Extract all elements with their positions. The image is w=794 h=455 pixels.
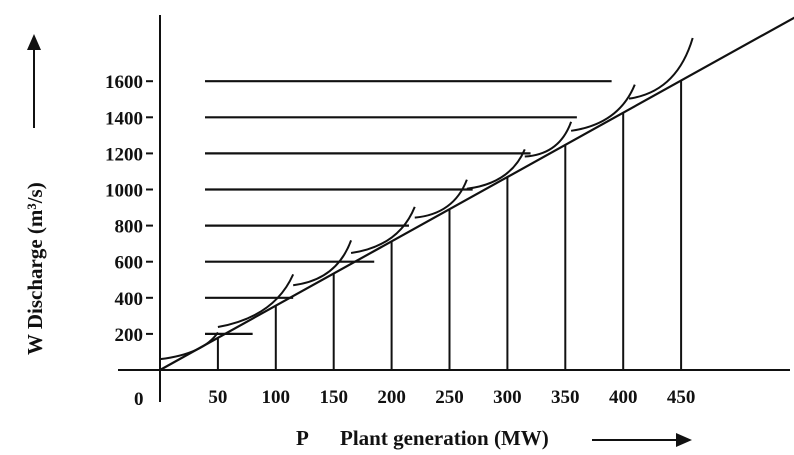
unit-curve	[350, 206, 416, 255]
x-tick-label: 350	[551, 387, 580, 408]
x-tick-label: 200	[377, 387, 406, 408]
y-tick-label: 600	[115, 253, 144, 274]
x-tick-label: 50	[208, 387, 227, 408]
unit-curve	[524, 121, 573, 158]
x-axis-symbol: P	[296, 426, 309, 450]
unit-curve	[414, 179, 468, 219]
y-tick-label: 400	[115, 289, 144, 310]
x-tick-label: 100	[262, 387, 291, 408]
y-axis-title: W Discharge (m³/s)	[23, 182, 47, 355]
unit-curve	[293, 240, 353, 287]
y-tick-label: 200	[115, 325, 144, 346]
horizontal-level-lines	[205, 80, 612, 335]
x-tick-label: 450	[667, 387, 696, 408]
x-tick-label: 400	[609, 387, 638, 408]
unit-curve	[570, 84, 636, 132]
x-tick-label: 150	[319, 387, 348, 408]
x-axis-title: Plant generation (MW)	[340, 426, 549, 450]
unit-curve	[217, 273, 295, 328]
origin-label: 0	[134, 389, 144, 410]
y-tick-label: 1400	[105, 108, 143, 129]
y-tick-label: 1200	[105, 144, 143, 165]
x-tick-label: 300	[493, 387, 522, 408]
y-tick-label: 800	[115, 217, 144, 238]
y-axis-arrow	[27, 34, 41, 128]
series-line	[159, 16, 794, 371]
unit-curve	[466, 148, 526, 190]
x-tick-label: 250	[435, 387, 464, 408]
series-lines	[159, 16, 794, 371]
unit-curve	[628, 37, 694, 100]
x-axis-arrow	[592, 433, 692, 447]
vertical-drop-lines	[216, 80, 683, 370]
y-tick-label: 1000	[105, 181, 143, 202]
unit-curves	[159, 37, 694, 361]
y-tick-label: 1600	[105, 72, 143, 93]
y-tick-labels: 200 400 600 800 1000 1200 1400 1600	[105, 72, 153, 346]
x-tick-labels: 50 100 150 200 250 300 350 400 450	[208, 387, 695, 408]
